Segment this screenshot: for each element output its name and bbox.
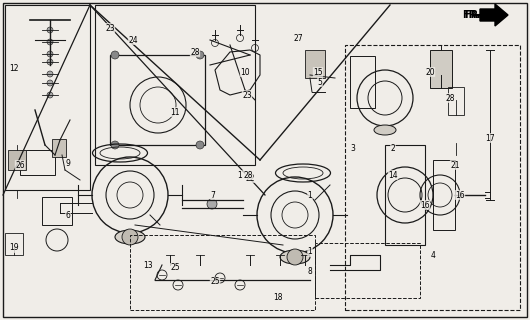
Text: 17: 17 <box>485 133 495 142</box>
Text: 5: 5 <box>317 77 322 86</box>
Text: 19: 19 <box>9 244 19 252</box>
Bar <box>5 233 23 255</box>
Text: 23: 23 <box>105 23 115 33</box>
Bar <box>20 150 55 175</box>
Text: 28: 28 <box>445 93 455 102</box>
Circle shape <box>111 141 119 149</box>
Text: 28: 28 <box>243 171 253 180</box>
Text: 9: 9 <box>66 158 70 167</box>
Text: 16: 16 <box>455 190 465 199</box>
Bar <box>52 139 66 157</box>
Bar <box>5 5 90 190</box>
Circle shape <box>196 141 204 149</box>
Bar <box>305 50 325 78</box>
Circle shape <box>111 51 119 59</box>
Text: FR.: FR. <box>464 10 482 20</box>
Ellipse shape <box>115 230 145 244</box>
Bar <box>350 56 375 108</box>
Text: 22: 22 <box>245 173 255 182</box>
Text: 26: 26 <box>15 161 25 170</box>
Circle shape <box>47 71 53 77</box>
Text: 7: 7 <box>210 190 215 199</box>
Text: 14: 14 <box>388 171 398 180</box>
Circle shape <box>47 92 53 98</box>
Text: 23: 23 <box>242 91 252 100</box>
Ellipse shape <box>280 250 310 264</box>
Circle shape <box>47 27 53 33</box>
Ellipse shape <box>374 125 396 135</box>
Text: 27: 27 <box>293 34 303 43</box>
Circle shape <box>196 51 204 59</box>
Text: 15: 15 <box>313 68 323 76</box>
Circle shape <box>122 229 138 245</box>
Text: 21: 21 <box>450 161 460 170</box>
Text: 6: 6 <box>66 211 70 220</box>
Text: 1: 1 <box>307 247 312 257</box>
Bar <box>95 5 255 165</box>
Text: 28: 28 <box>190 47 200 57</box>
Text: 18: 18 <box>273 293 282 302</box>
Bar <box>430 50 452 88</box>
Text: 1: 1 <box>237 171 242 180</box>
Circle shape <box>47 39 53 45</box>
Text: 10: 10 <box>240 68 250 76</box>
Text: 13: 13 <box>143 260 153 269</box>
Text: 3: 3 <box>350 143 356 153</box>
Polygon shape <box>480 4 508 26</box>
Bar <box>110 55 205 145</box>
Circle shape <box>287 249 303 265</box>
Text: 1: 1 <box>307 190 312 199</box>
Text: 20: 20 <box>425 68 435 76</box>
Circle shape <box>47 80 53 86</box>
Text: 2: 2 <box>391 143 395 153</box>
Bar <box>345 45 520 310</box>
Circle shape <box>47 59 53 65</box>
Bar <box>8 150 26 170</box>
Text: FR.: FR. <box>462 10 480 20</box>
Bar <box>130 235 315 310</box>
Text: 24: 24 <box>128 36 138 44</box>
Bar <box>385 145 425 245</box>
Bar <box>433 160 455 230</box>
Text: 4: 4 <box>430 251 436 260</box>
Circle shape <box>47 51 53 57</box>
Circle shape <box>207 199 217 209</box>
Text: 25: 25 <box>210 277 220 286</box>
Text: 11: 11 <box>170 108 180 116</box>
Text: 25: 25 <box>170 263 180 273</box>
Text: 12: 12 <box>9 63 19 73</box>
Bar <box>315 243 420 298</box>
Bar <box>42 197 72 225</box>
Text: 8: 8 <box>307 268 312 276</box>
Text: 16: 16 <box>420 201 430 210</box>
Bar <box>448 87 464 115</box>
